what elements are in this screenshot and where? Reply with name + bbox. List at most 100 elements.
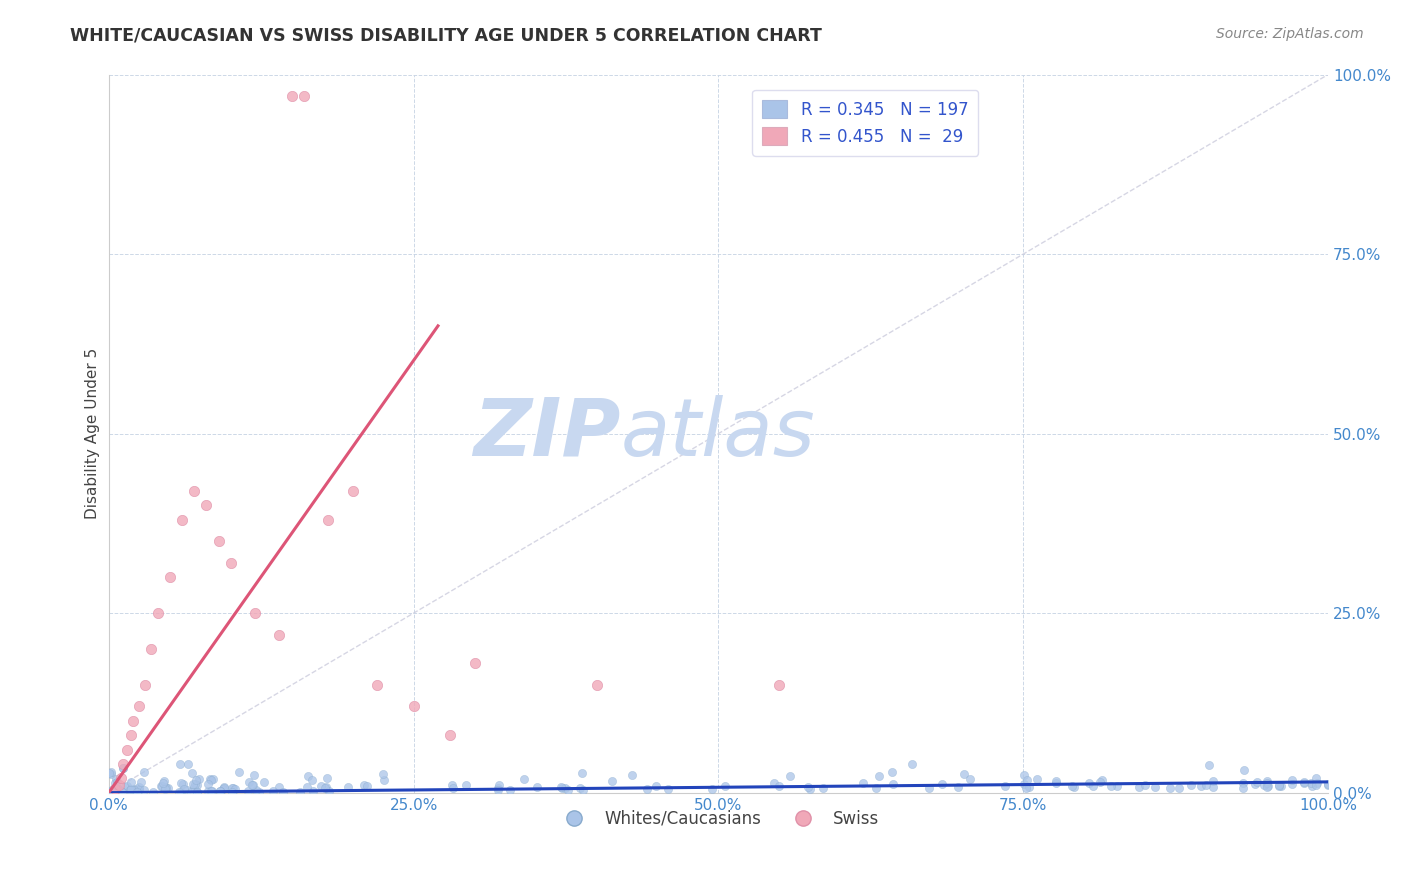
Point bbox=[1202, 774, 1225, 789]
Point bbox=[240, 778, 263, 792]
Point bbox=[931, 777, 953, 791]
Point bbox=[245, 783, 267, 797]
Point bbox=[302, 784, 325, 798]
Point bbox=[882, 765, 904, 780]
Point bbox=[152, 776, 174, 790]
Point bbox=[101, 785, 124, 799]
Point bbox=[301, 773, 323, 788]
Point bbox=[122, 714, 145, 728]
Point bbox=[1246, 774, 1268, 789]
Point bbox=[170, 513, 193, 527]
Point bbox=[200, 783, 222, 797]
Point bbox=[128, 699, 150, 714]
Point bbox=[221, 784, 243, 798]
Point bbox=[242, 778, 264, 792]
Point bbox=[1317, 778, 1340, 792]
Point bbox=[180, 766, 202, 780]
Point bbox=[342, 483, 364, 498]
Point bbox=[1198, 758, 1220, 772]
Point bbox=[104, 782, 127, 797]
Point bbox=[1077, 776, 1099, 790]
Point bbox=[1063, 780, 1085, 794]
Point bbox=[224, 781, 246, 796]
Point bbox=[201, 772, 224, 787]
Point bbox=[1301, 779, 1323, 793]
Point bbox=[554, 780, 576, 795]
Point bbox=[111, 785, 134, 799]
Point bbox=[159, 570, 181, 584]
Point bbox=[1144, 780, 1167, 794]
Point bbox=[309, 780, 332, 794]
Point bbox=[1018, 780, 1040, 794]
Point bbox=[1180, 778, 1202, 792]
Point bbox=[336, 780, 359, 795]
Point bbox=[644, 780, 666, 794]
Point bbox=[121, 785, 143, 799]
Point bbox=[183, 483, 205, 498]
Point bbox=[768, 678, 790, 692]
Point bbox=[129, 774, 152, 789]
Point bbox=[585, 678, 607, 692]
Point bbox=[1195, 778, 1218, 792]
Point bbox=[176, 756, 198, 771]
Point bbox=[127, 785, 149, 799]
Point bbox=[110, 784, 132, 798]
Text: ZIP: ZIP bbox=[474, 394, 621, 473]
Point bbox=[557, 783, 579, 797]
Point bbox=[100, 766, 122, 780]
Point bbox=[195, 499, 218, 513]
Point bbox=[132, 765, 155, 780]
Point bbox=[498, 782, 520, 797]
Point bbox=[994, 779, 1017, 793]
Point bbox=[98, 785, 121, 799]
Point bbox=[1256, 774, 1278, 789]
Point bbox=[219, 556, 242, 570]
Point bbox=[1317, 777, 1340, 791]
Point bbox=[98, 765, 121, 780]
Point bbox=[104, 776, 127, 790]
Point bbox=[153, 773, 176, 788]
Point bbox=[1281, 772, 1303, 787]
Point bbox=[197, 777, 219, 791]
Point bbox=[1017, 773, 1039, 788]
Point bbox=[1159, 780, 1181, 795]
Point bbox=[211, 781, 233, 796]
Point bbox=[959, 772, 981, 787]
Point bbox=[366, 678, 388, 692]
Point bbox=[488, 778, 510, 792]
Point bbox=[1189, 779, 1212, 793]
Point bbox=[568, 780, 591, 795]
Point bbox=[103, 785, 125, 799]
Point bbox=[184, 777, 207, 791]
Point bbox=[1233, 763, 1256, 777]
Point bbox=[1202, 780, 1225, 794]
Point bbox=[172, 777, 194, 791]
Point bbox=[149, 779, 172, 793]
Point bbox=[1026, 772, 1049, 786]
Point bbox=[441, 781, 464, 796]
Point bbox=[100, 764, 122, 779]
Point bbox=[153, 780, 176, 795]
Point bbox=[112, 756, 135, 771]
Point bbox=[901, 756, 924, 771]
Point bbox=[120, 774, 142, 789]
Point bbox=[150, 779, 173, 793]
Point bbox=[1012, 768, 1035, 782]
Point bbox=[572, 783, 595, 797]
Point bbox=[208, 784, 231, 798]
Point bbox=[120, 782, 142, 797]
Point bbox=[486, 783, 509, 797]
Point bbox=[290, 785, 312, 799]
Point bbox=[108, 781, 131, 796]
Point bbox=[228, 765, 250, 780]
Point bbox=[183, 780, 205, 794]
Point bbox=[186, 785, 208, 799]
Point bbox=[1015, 781, 1038, 796]
Point bbox=[134, 782, 156, 797]
Point bbox=[657, 781, 679, 796]
Point bbox=[1299, 776, 1322, 790]
Point bbox=[180, 785, 202, 799]
Point bbox=[486, 780, 509, 795]
Point bbox=[1045, 775, 1067, 789]
Point bbox=[212, 780, 235, 795]
